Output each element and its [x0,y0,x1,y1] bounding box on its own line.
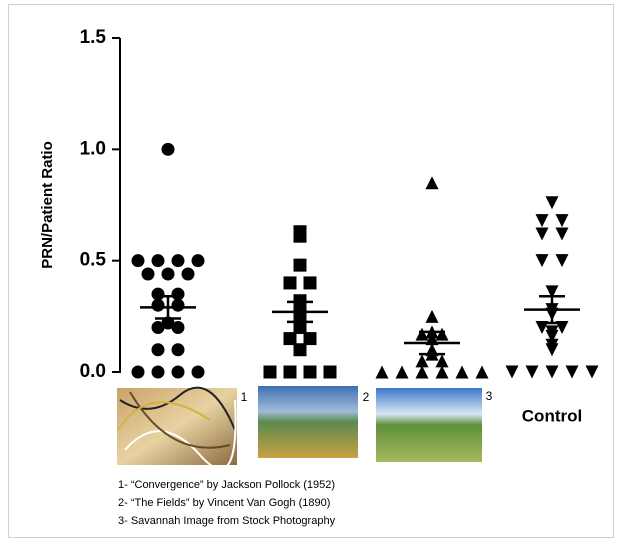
data-point [172,254,185,267]
data-point [172,343,185,356]
data-point [526,366,539,379]
data-point [436,354,449,367]
data-point [284,332,297,345]
group-label: 3 [486,389,493,403]
data-point [556,227,569,240]
data-point [536,214,549,227]
data-point [546,196,559,209]
data-point [536,254,549,267]
data-point [506,366,519,379]
data-point [476,366,489,379]
data-point [132,366,145,379]
data-point [436,366,449,379]
data-point [536,227,549,240]
y-axis-label: PRN/Patient Ratio [39,141,56,269]
data-point [152,299,165,312]
data-point [284,276,297,289]
data-point [264,366,277,379]
data-point [192,254,205,267]
data-point [546,366,559,379]
data-point [566,366,579,379]
data-point [376,366,389,379]
footnote: 2- “The Fields” by Vincent Van Gogh (189… [118,497,330,509]
data-point [182,268,195,281]
data-point [162,143,175,156]
data-point [284,366,297,379]
data-point [294,343,307,356]
data-point [152,288,165,301]
data-point [396,366,409,379]
data-point [294,230,307,243]
data-point [416,366,429,379]
y-tick-label: 1.5 [80,27,107,48]
data-point [132,254,145,267]
group-label: Control [522,406,582,425]
data-point [324,366,337,379]
data-point [416,354,429,367]
y-tick-label: 0.5 [80,250,107,271]
data-point [556,254,569,267]
footnote: 3- Savannah Image from Stock Photography [118,515,336,527]
data-point [546,343,559,356]
data-point [172,288,185,301]
y-tick-label: 1.0 [80,138,106,159]
data-point [426,176,439,189]
data-point [142,268,155,281]
data-point [436,328,449,341]
data-point [304,366,317,379]
data-point [304,332,317,345]
y-tick-label: 0.0 [80,361,106,382]
data-point [152,366,165,379]
data-point [152,321,165,334]
data-point [294,259,307,272]
data-point [304,276,317,289]
data-point [152,343,165,356]
data-point [172,366,185,379]
data-point [586,366,599,379]
image-van-gogh [258,386,358,458]
data-point [172,321,185,334]
data-point [152,254,165,267]
data-point [426,310,439,323]
image-savannah [376,388,482,462]
data-point [162,268,175,281]
group-label: 2 [363,390,370,404]
data-point [172,299,185,312]
chart: PRN/Patient Ratio 0.0 0.5 1.0 1.5 1 2 3 Control… [0,0,621,542]
footnote: 1- “Convergence” by Jackson Pollock (195… [118,479,335,491]
data-point [456,366,469,379]
group-label: 1 [241,390,248,404]
data-point [192,366,205,379]
data-point [556,214,569,227]
data-point [416,328,429,341]
